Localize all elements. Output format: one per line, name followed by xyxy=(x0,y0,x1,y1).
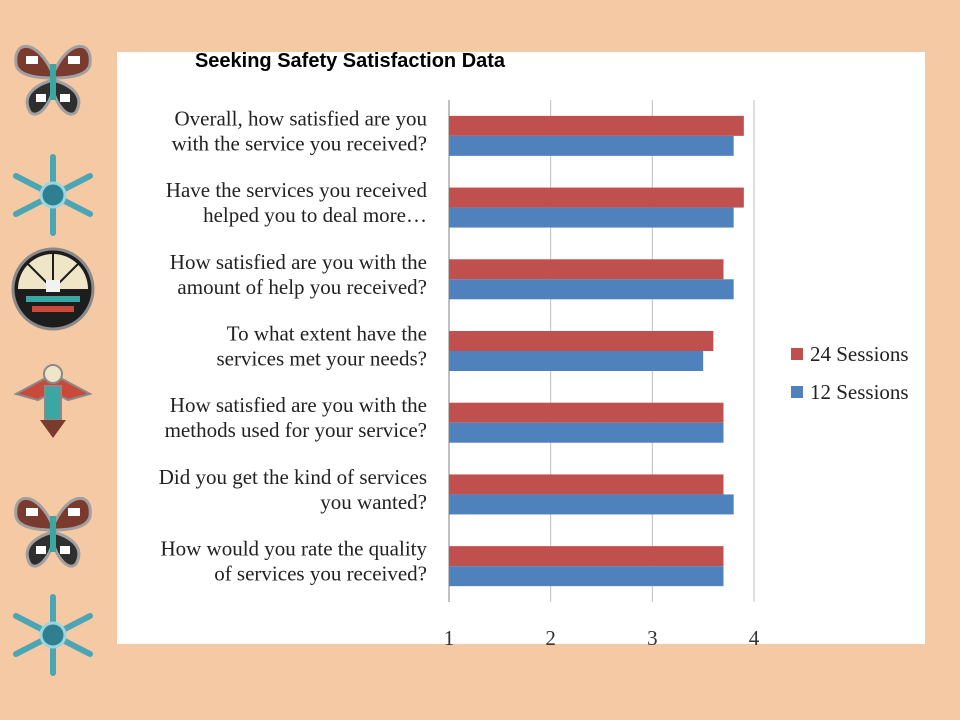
x-tick-label: 1 xyxy=(444,626,455,650)
bar xyxy=(449,566,724,587)
bar xyxy=(449,402,724,423)
butterfly-icon xyxy=(14,497,92,568)
bar xyxy=(449,422,724,443)
category-label: How would you rate the quality xyxy=(160,537,427,561)
bar xyxy=(449,135,734,156)
bar xyxy=(449,474,724,495)
legend-swatch xyxy=(791,348,803,360)
kachina-bird-icon xyxy=(13,364,93,438)
x-tick-label: 2 xyxy=(545,626,556,650)
bar xyxy=(449,259,724,280)
snowflake-icon xyxy=(13,594,93,676)
category-label: amount of help you received? xyxy=(177,275,427,299)
bar xyxy=(449,279,734,300)
bar xyxy=(449,351,704,371)
category-label: with the service you received? xyxy=(172,131,427,155)
x-tick-label: 4 xyxy=(749,626,760,650)
bar xyxy=(449,331,714,351)
category-label: Did you get the kind of services xyxy=(159,465,427,489)
bar xyxy=(449,207,734,228)
category-label: To what extent have the xyxy=(227,322,427,346)
bar xyxy=(449,546,724,567)
category-label: services met your needs? xyxy=(216,347,427,371)
category-label: Overall, how satisfied are you xyxy=(174,106,427,130)
x-tick-label: 3 xyxy=(647,626,658,650)
category-label: of services you received? xyxy=(214,562,427,586)
legend-swatch xyxy=(791,386,803,398)
legend-label: 12 Sessions xyxy=(810,380,909,404)
bar xyxy=(449,115,744,136)
bar xyxy=(449,494,734,515)
sun-face-icon xyxy=(11,247,95,331)
decorative-ornament-column xyxy=(0,30,110,690)
category-label: How satisfied are you with the xyxy=(170,250,427,274)
butterfly-icon xyxy=(14,45,92,116)
bar xyxy=(449,187,744,208)
category-label: How satisfied are you with the xyxy=(170,393,427,417)
category-label: Have the services you received xyxy=(166,178,428,202)
category-label: methods used for your service? xyxy=(165,418,427,442)
chart-title: Seeking Safety Satisfaction Data xyxy=(194,50,506,72)
category-label: you wanted? xyxy=(320,490,427,514)
legend-label: 24 Sessions xyxy=(810,342,909,366)
category-label: helped you to deal more… xyxy=(203,203,427,227)
snowflake-icon xyxy=(13,154,93,236)
